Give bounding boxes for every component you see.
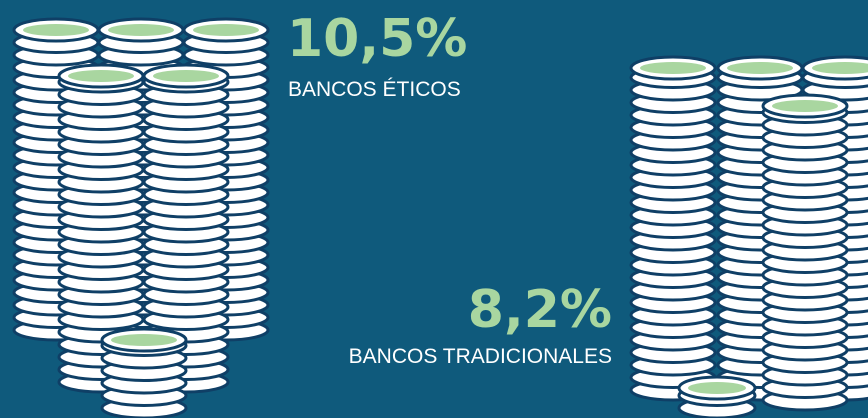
stat-value: 8,2% <box>468 280 612 340</box>
stat-label: BANCOS TRADICIONALES <box>349 345 612 368</box>
stat-label: BANCOS ÉTICOS <box>288 78 461 101</box>
coin-stack <box>677 375 757 418</box>
coin <box>23 24 89 36</box>
coin-stack <box>761 93 849 412</box>
coin <box>111 334 177 346</box>
coin-stacks <box>12 17 868 418</box>
coin <box>688 382 746 394</box>
coin <box>772 100 838 112</box>
coin <box>727 62 793 74</box>
coin <box>68 70 134 82</box>
coin-stack <box>100 327 188 418</box>
coin <box>193 24 259 36</box>
coin <box>640 62 706 74</box>
coin-stack <box>629 55 717 402</box>
stat-value: 10,5% <box>287 9 467 69</box>
coin <box>812 62 868 74</box>
coin <box>153 70 219 82</box>
coin <box>108 24 174 36</box>
